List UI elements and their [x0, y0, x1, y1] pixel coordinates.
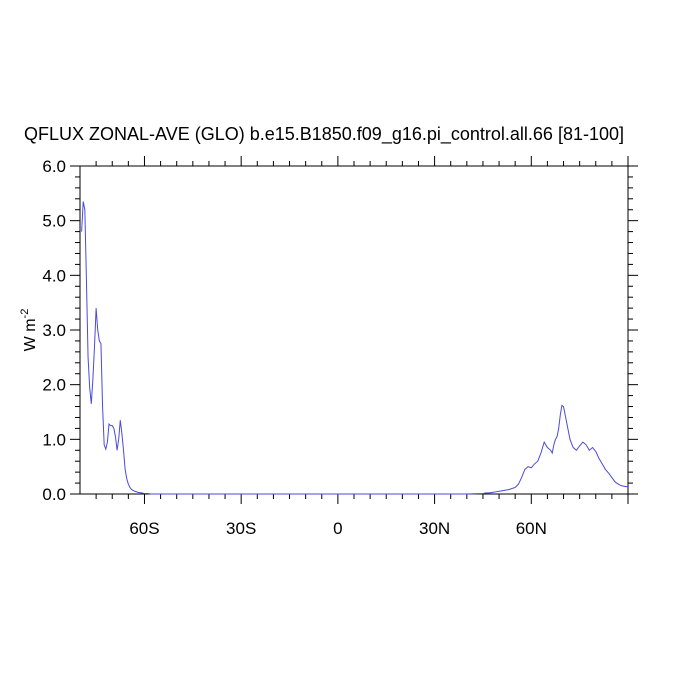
x-tick-label: 30S: [226, 519, 256, 538]
y-tick-label: 6.0: [42, 157, 66, 176]
y-axis-label: W m-2: [19, 309, 39, 352]
y-axis-label-exponent: -2: [19, 309, 31, 319]
y-axis-label-base: W m: [22, 318, 39, 351]
x-tick-label: 30N: [419, 519, 450, 538]
series-line: [81, 201, 629, 495]
y-tick-label: 3.0: [42, 321, 66, 340]
x-tick-label: 0: [333, 519, 342, 538]
y-tick-label: 0.0: [42, 485, 66, 504]
y-tick-label: 1.0: [42, 430, 66, 449]
y-tick-label: 5.0: [42, 212, 66, 231]
chart-title: QFLUX ZONAL-AVE (GLO) b.e15.B1850.f09_g1…: [24, 124, 624, 145]
plot-area: 0.0 1.0 2.0 3.0 4.0 5.0 6.0 60S 30S 0 30N 60N: [42, 156, 638, 538]
x-tick-label: 60S: [129, 519, 159, 538]
y-tick-label: 2.0: [42, 376, 66, 395]
x-tick-label: 60N: [516, 519, 547, 538]
y-tick-label: 4.0: [42, 266, 66, 285]
